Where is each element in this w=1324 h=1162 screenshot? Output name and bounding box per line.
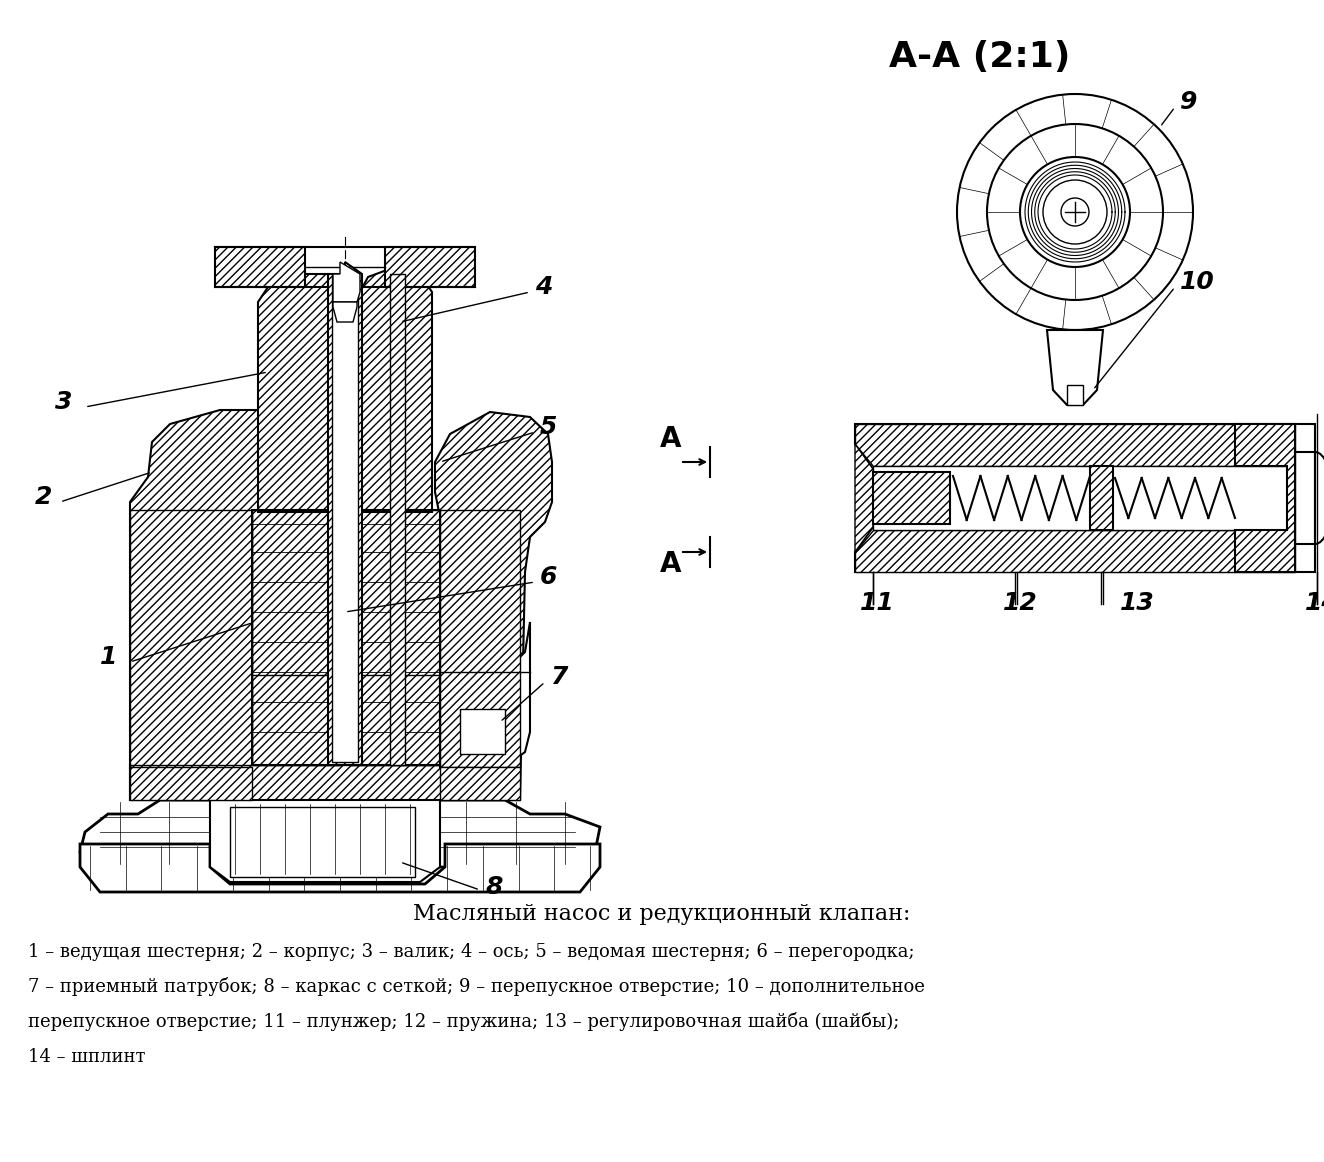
Text: 10: 10 bbox=[1180, 270, 1214, 294]
Text: 7 – приемный патрубок; 8 – каркас с сеткой; 9 – перепускное отверстие; 10 – допо: 7 – приемный патрубок; 8 – каркас с сетк… bbox=[28, 977, 925, 996]
Polygon shape bbox=[334, 302, 357, 322]
Polygon shape bbox=[440, 767, 520, 799]
Polygon shape bbox=[855, 424, 1295, 466]
Text: 5: 5 bbox=[540, 415, 557, 439]
Bar bbox=[252, 510, 340, 765]
Circle shape bbox=[957, 94, 1193, 330]
Text: Масляный насос и редукционный клапан:: Масляный насос и редукционный клапан: bbox=[413, 903, 911, 925]
Text: А: А bbox=[659, 425, 682, 453]
Bar bbox=[350, 675, 440, 765]
Bar bbox=[1067, 385, 1083, 406]
Polygon shape bbox=[855, 444, 873, 552]
Polygon shape bbox=[258, 274, 352, 512]
Polygon shape bbox=[855, 530, 1295, 572]
Bar bbox=[252, 675, 340, 765]
Text: 4: 4 bbox=[535, 275, 552, 299]
Polygon shape bbox=[79, 799, 600, 867]
Text: 2: 2 bbox=[34, 485, 53, 509]
Circle shape bbox=[986, 124, 1162, 300]
Bar bbox=[230, 806, 414, 877]
Polygon shape bbox=[130, 410, 278, 799]
Polygon shape bbox=[130, 510, 252, 767]
Polygon shape bbox=[214, 248, 305, 287]
Circle shape bbox=[1019, 157, 1129, 267]
Text: 1 – ведущая шестерня; 2 – корпус; 3 – валик; 4 – ось; 5 – ведомая шестерня; 6 – : 1 – ведущая шестерня; 2 – корпус; 3 – ва… bbox=[28, 944, 915, 961]
Bar bbox=[130, 765, 520, 799]
Text: А: А bbox=[659, 550, 682, 578]
Polygon shape bbox=[1047, 330, 1103, 406]
Bar bbox=[873, 466, 1295, 530]
Polygon shape bbox=[436, 413, 552, 799]
Text: 7: 7 bbox=[549, 665, 568, 689]
Polygon shape bbox=[873, 472, 951, 524]
Text: 13: 13 bbox=[1120, 591, 1155, 615]
Text: 6: 6 bbox=[540, 565, 557, 589]
Polygon shape bbox=[1235, 424, 1295, 572]
Text: 3: 3 bbox=[56, 390, 73, 414]
Polygon shape bbox=[440, 622, 530, 767]
Polygon shape bbox=[334, 261, 360, 302]
Text: 8: 8 bbox=[485, 875, 502, 899]
Polygon shape bbox=[130, 767, 252, 799]
Polygon shape bbox=[391, 274, 405, 765]
Text: 14 – шплинт: 14 – шплинт bbox=[28, 1048, 146, 1066]
Bar bbox=[350, 510, 440, 765]
Polygon shape bbox=[211, 797, 440, 882]
Text: А-А (2:1): А-А (2:1) bbox=[890, 40, 1071, 74]
Polygon shape bbox=[1090, 466, 1113, 530]
Polygon shape bbox=[385, 248, 475, 287]
Polygon shape bbox=[79, 844, 600, 892]
Polygon shape bbox=[352, 267, 432, 512]
Bar bbox=[332, 277, 357, 762]
Text: 11: 11 bbox=[861, 591, 895, 615]
Polygon shape bbox=[440, 510, 520, 767]
Text: 14: 14 bbox=[1305, 591, 1324, 615]
Text: 9: 9 bbox=[1180, 89, 1197, 114]
Polygon shape bbox=[855, 424, 1315, 572]
Polygon shape bbox=[338, 510, 352, 765]
Bar bbox=[459, 709, 504, 754]
Text: перепускное отверстие; 11 – плунжер; 12 – пружина; 13 – регулировочная шайба (ша: перепускное отверстие; 11 – плунжер; 12 … bbox=[28, 1012, 899, 1031]
Polygon shape bbox=[328, 261, 361, 765]
Text: 12: 12 bbox=[1004, 591, 1038, 615]
Text: 1: 1 bbox=[101, 645, 118, 669]
Circle shape bbox=[1061, 198, 1090, 225]
Circle shape bbox=[1043, 180, 1107, 244]
